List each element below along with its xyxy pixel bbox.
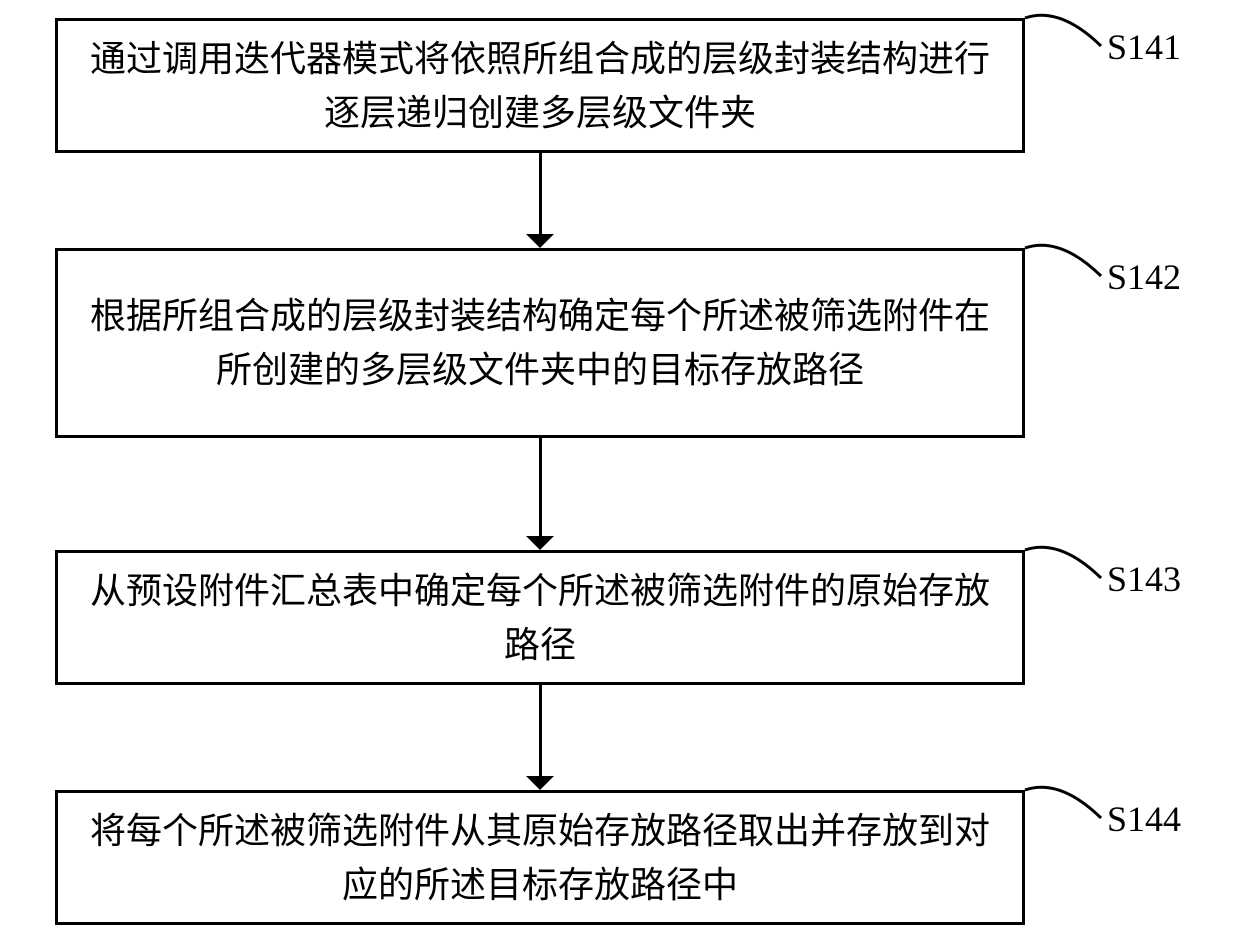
edge-line-2 xyxy=(539,685,542,776)
node-text: 通过调用迭代器模式将依照所组合成的层级封装结构进行逐层递归创建多层级文件夹 xyxy=(86,32,994,140)
flowchart-node-n4: 将每个所述被筛选附件从其原始存放路径取出并存放到对应的所述目标存放路径中 xyxy=(55,790,1025,925)
edge-arrowhead-1 xyxy=(526,536,554,550)
flowchart-canvas: 通过调用迭代器模式将依照所组合成的层级封装结构进行逐层递归创建多层级文件夹 S14… xyxy=(0,0,1240,947)
node-text: 从预设附件汇总表中确定每个所述被筛选附件的原始存放路径 xyxy=(86,564,994,672)
flowchart-node-n3: 从预设附件汇总表中确定每个所述被筛选附件的原始存放路径 xyxy=(55,550,1025,685)
node-text: 根据所组合成的层级封装结构确定每个所述被筛选附件在所创建的多层级文件夹中的目标存… xyxy=(86,289,994,397)
step-label-n3: S143 xyxy=(1107,558,1181,600)
node-text: 将每个所述被筛选附件从其原始存放路径取出并存放到对应的所述目标存放路径中 xyxy=(86,804,994,912)
step-label-n1: S141 xyxy=(1107,26,1181,68)
flowchart-node-n2: 根据所组合成的层级封装结构确定每个所述被筛选附件在所创建的多层级文件夹中的目标存… xyxy=(55,248,1025,438)
edge-arrowhead-0 xyxy=(526,234,554,248)
flowchart-node-n1: 通过调用迭代器模式将依照所组合成的层级封装结构进行逐层递归创建多层级文件夹 xyxy=(55,18,1025,153)
step-label-n4: S144 xyxy=(1107,798,1181,840)
edge-line-0 xyxy=(539,153,542,234)
step-label-n2: S142 xyxy=(1107,256,1181,298)
edge-arrowhead-2 xyxy=(526,776,554,790)
edge-line-1 xyxy=(539,438,542,536)
